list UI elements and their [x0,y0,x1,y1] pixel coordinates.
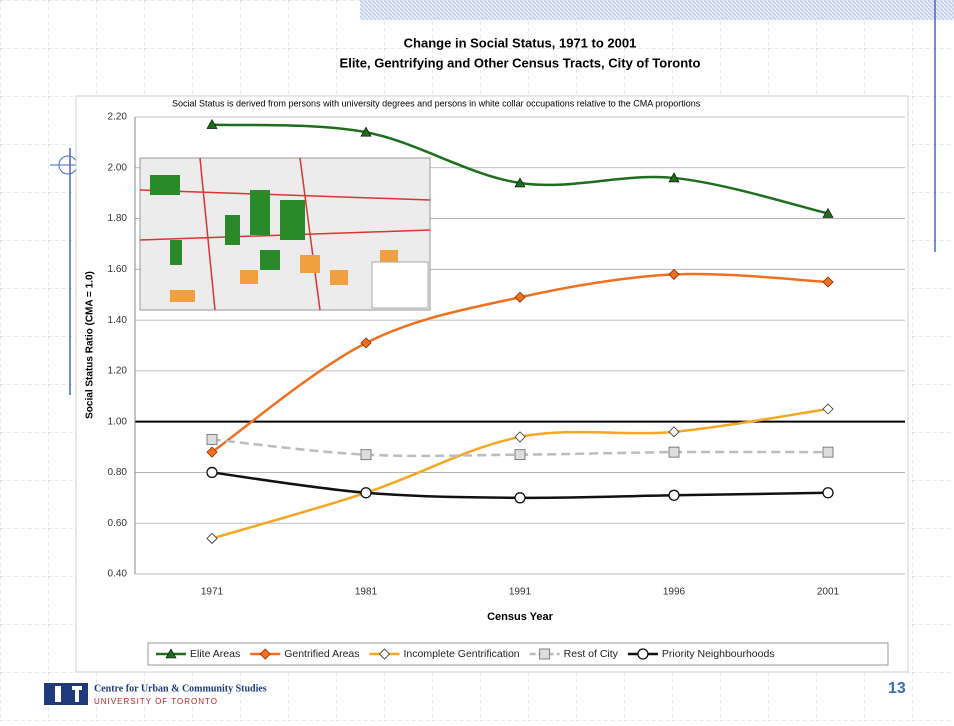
marker [360,449,372,461]
chart-title: Change in Social Status, 1971 to 2001 [404,35,637,50]
marker [206,118,218,129]
chart-subtitle: Elite, Gentrifying and Other Census Trac… [340,55,701,70]
marker [378,648,391,660]
marker [259,648,271,660]
marker [514,449,526,461]
chart-frame [75,95,909,673]
y-tick-label: 1.20 [108,366,128,377]
marker [206,532,218,545]
marker [822,487,834,499]
map-inset [139,157,431,311]
marker [360,487,372,499]
y-tick-label: 1.40 [108,315,128,326]
y-tick-label: 0.80 [108,467,128,478]
x-axis-label: Census Year [487,611,554,623]
marker [822,446,834,458]
x-tick-label: 1991 [509,587,532,598]
y-tick-label: 1.60 [108,264,128,275]
footer-org: Centre for Urban & Community Studies [94,683,267,694]
legend-label: Rest of City [564,648,619,660]
x-tick-label: 2001 [817,587,840,598]
marker [822,207,834,218]
x-tick-label: 1981 [355,587,378,598]
marker [822,403,834,415]
marker [165,648,177,659]
marker [360,337,372,349]
marker [822,276,834,288]
marker [539,648,551,660]
marker [668,489,680,501]
footer-university: UNIVERSITY OF TORONTO [94,697,218,706]
page-number: 13 [888,680,906,697]
y-tick-label: 2.00 [108,162,128,173]
x-tick-label: 1971 [201,587,224,598]
marker [514,177,526,188]
marker [668,268,680,280]
marker [206,466,218,479]
marker [206,446,218,458]
x-tick-label: 1996 [663,587,686,598]
y-axis-label: Social Status Ratio (CMA = 1.0) [85,271,96,419]
marker [206,434,218,445]
marker [668,446,680,458]
legend-label: Elite Areas [190,648,240,660]
legend-label: Gentrified Areas [284,648,359,660]
marker [514,492,526,504]
marker [668,172,680,183]
legend-label: Priority Neighbourhoods [662,648,775,660]
chart-note: Social Status is derived from persons wi… [172,98,701,108]
y-tick-label: 0.60 [108,518,128,529]
marker [637,648,649,660]
y-tick-label: 2.20 [108,112,128,123]
legend-box [147,642,889,666]
legend-label: Incomplete Gentrification [404,648,520,660]
marker [668,426,680,438]
marker [360,126,372,137]
header-band [360,0,954,20]
legend: Elite Areas Gentrified Areas Incomplete Ge… [156,648,775,660]
y-tick-label: 1.00 [108,416,128,427]
marker [514,291,526,303]
y-tick-label: 0.40 [108,569,128,580]
y-tick-label: 1.80 [108,213,128,224]
logo [44,683,88,705]
marker [514,431,526,443]
